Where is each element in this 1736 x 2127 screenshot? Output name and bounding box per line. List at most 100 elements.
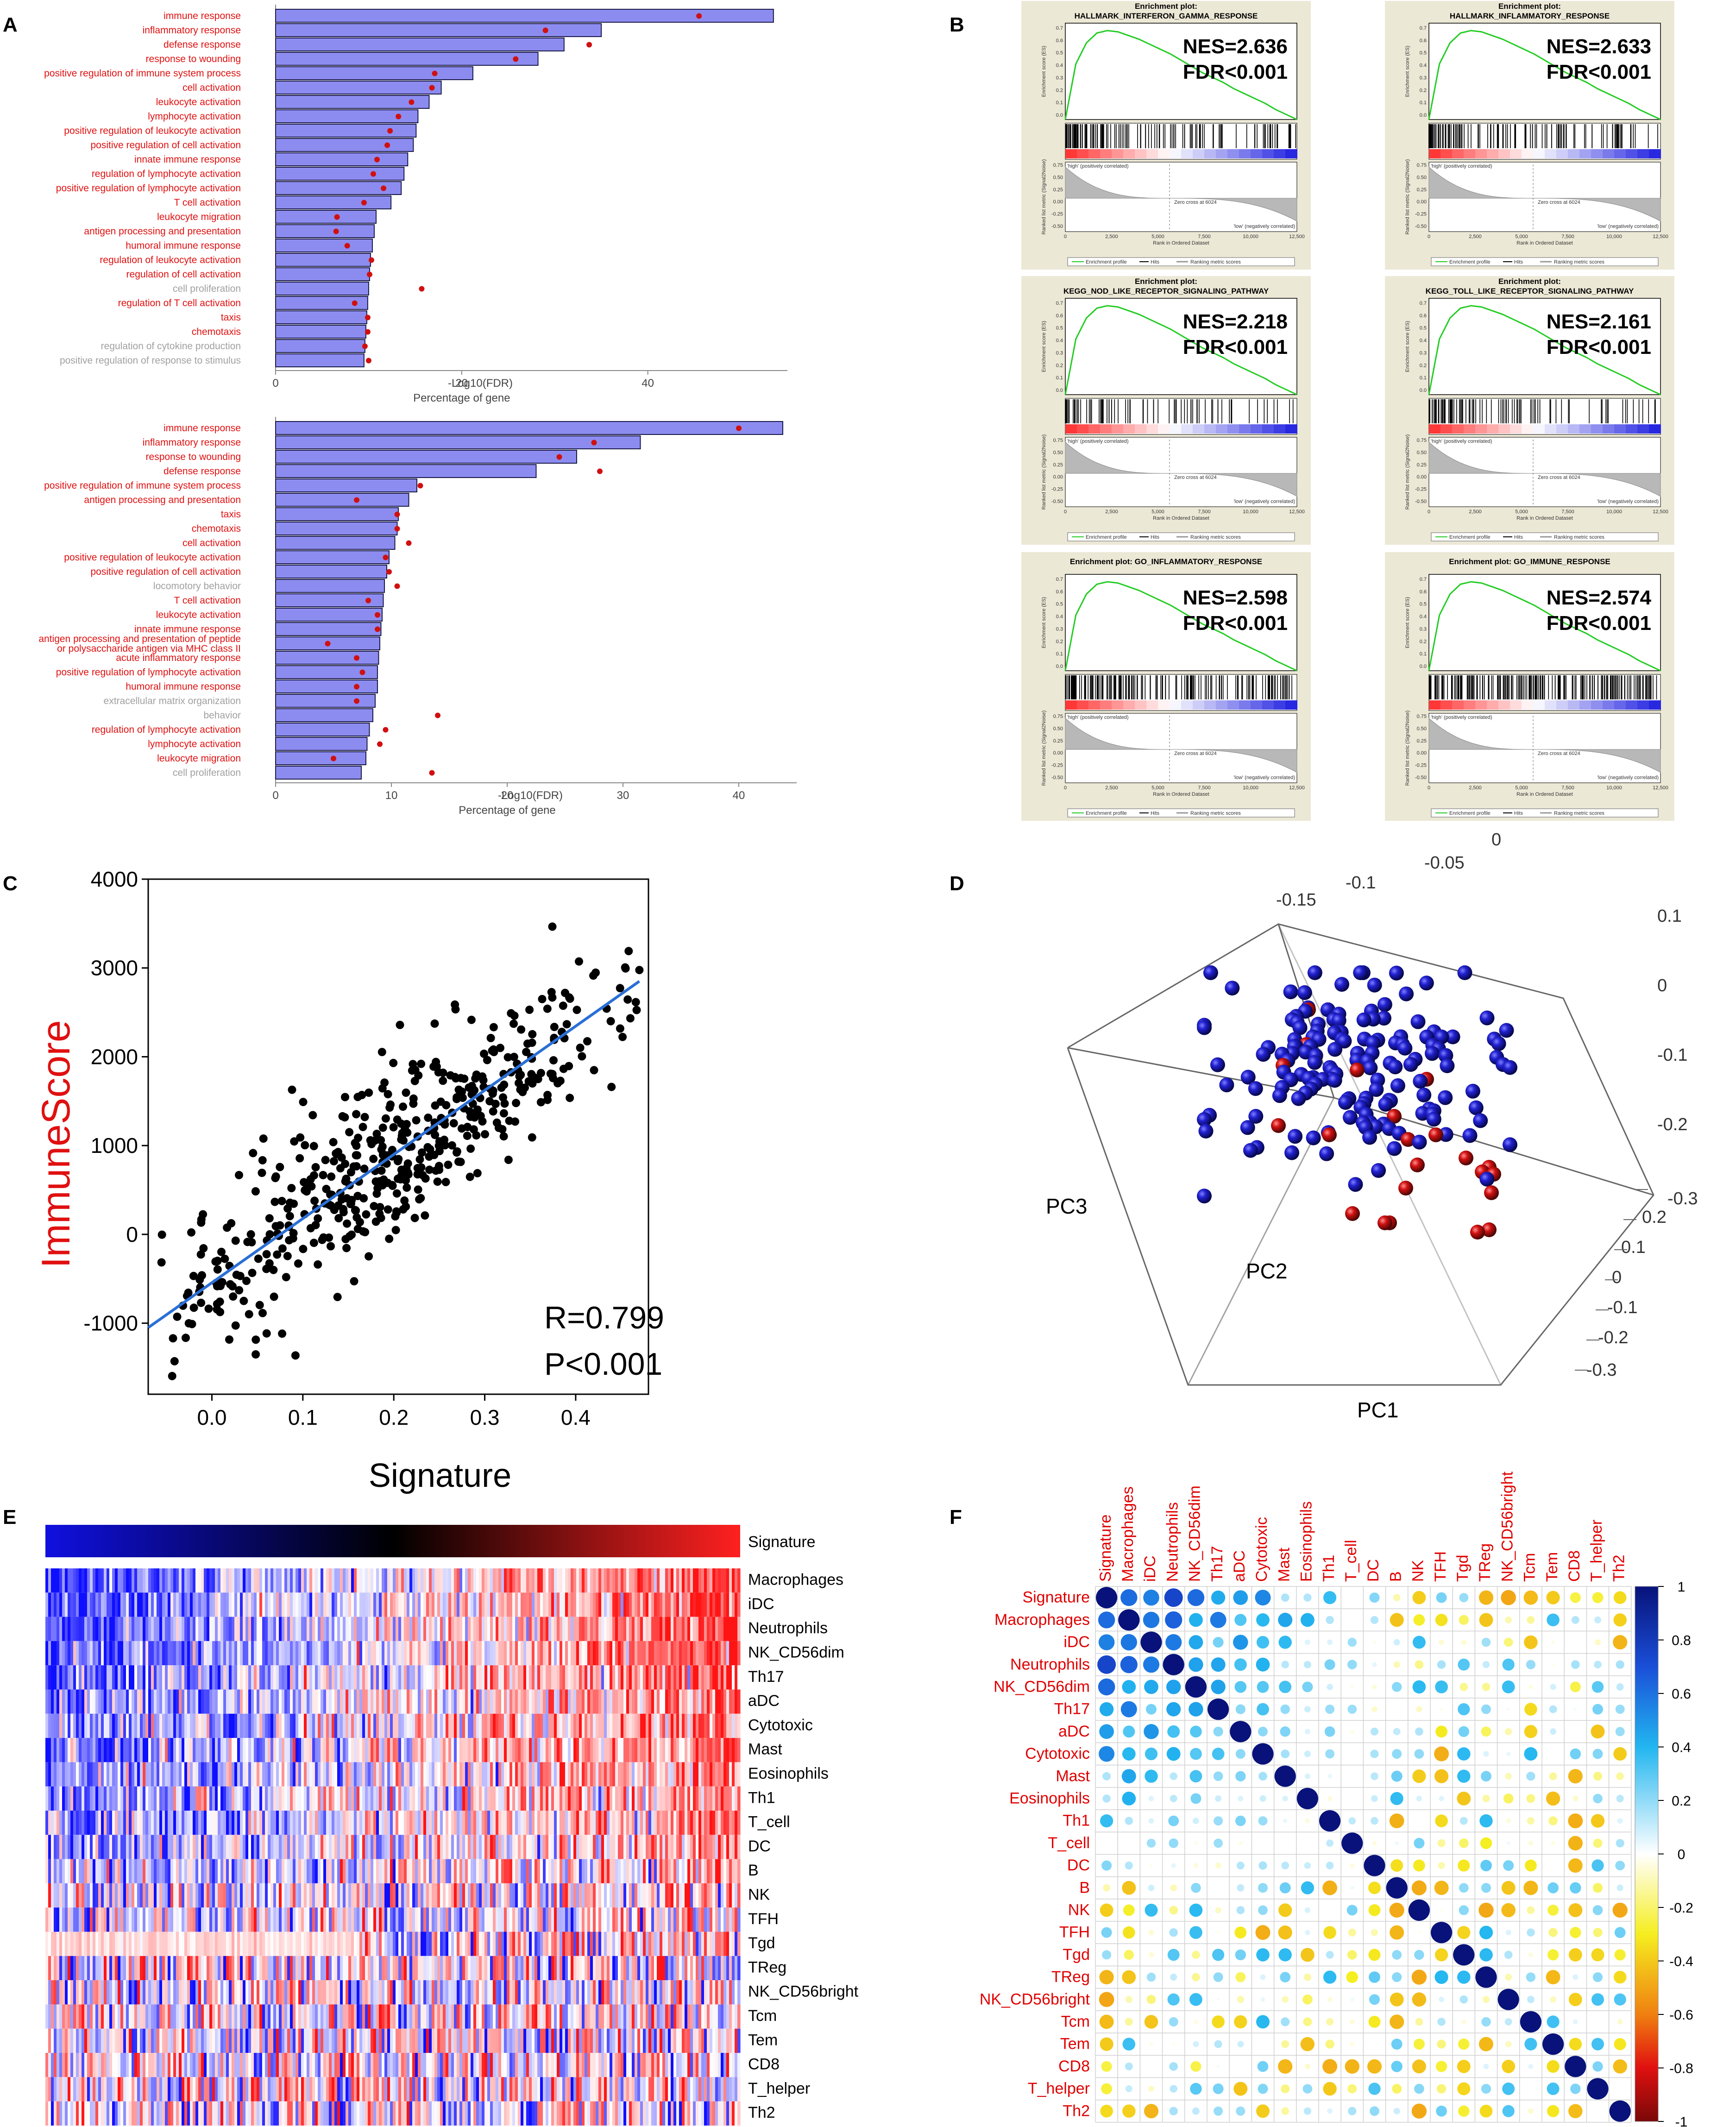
heatmap-cell xyxy=(237,1811,240,1835)
heatmap-cell xyxy=(198,1665,201,1690)
heatmap-cell xyxy=(79,1738,82,1762)
scatter-point xyxy=(631,998,640,1007)
pca-point xyxy=(1291,1091,1306,1106)
heatmap-cell xyxy=(418,1617,421,1641)
heatmap-cell xyxy=(273,1568,277,1593)
scatter-point xyxy=(388,1145,396,1154)
rank-color-segment xyxy=(1440,149,1453,158)
heatmap-cell xyxy=(118,1617,121,1641)
heatmap-cell xyxy=(621,1762,624,1787)
heatmap-cell xyxy=(637,1568,641,1593)
heatmap-cell xyxy=(168,1592,171,1617)
heatmap-cell xyxy=(407,1762,410,1787)
heatmap-cell xyxy=(95,1641,99,1666)
heatmap-cell xyxy=(190,1568,193,1593)
heatmap-cell xyxy=(668,1641,671,1666)
heatmap-cell xyxy=(118,1689,121,1714)
heatmap-cell xyxy=(204,1738,207,1762)
heatmap-cell xyxy=(398,1811,402,1835)
heatmap-cell xyxy=(307,1713,310,1738)
heatmap-cell xyxy=(362,1762,365,1787)
heatmap-cell xyxy=(557,1762,560,1787)
gsea-title: HALLMARK_INTERFERON_GAMMA_RESPONSE xyxy=(1075,12,1258,20)
heatmap-cell xyxy=(123,1617,126,1641)
heatmap-cell xyxy=(343,1762,346,1787)
scatter-point xyxy=(399,1102,407,1111)
legend-hits-label: Hits xyxy=(1151,259,1159,265)
heatmap-cell xyxy=(618,1811,621,1835)
heatmap-cell xyxy=(362,1738,365,1762)
heatmap-cell xyxy=(207,1811,210,1835)
heatmap-cell xyxy=(687,1689,691,1714)
pca-point xyxy=(1377,997,1392,1012)
heatmap-cell xyxy=(298,1713,302,1738)
heatmap-cell xyxy=(68,1835,71,1859)
rank-color-segment xyxy=(1274,149,1286,158)
heatmap-cell xyxy=(323,1665,327,1690)
heatmap-cell xyxy=(437,1665,440,1690)
heatmap-cell xyxy=(173,1762,176,1787)
heatmap-cell xyxy=(182,1762,185,1787)
heatmap-cell xyxy=(607,1592,610,1617)
heatmap-cell xyxy=(382,1641,385,1666)
pca-point xyxy=(1345,1206,1360,1221)
heatmap-cell xyxy=(437,1689,440,1714)
heatmap-cell xyxy=(179,1835,182,1859)
heatmap-cell xyxy=(143,1835,146,1859)
heatmap-cell xyxy=(607,1689,610,1714)
heatmap-cell xyxy=(151,1811,154,1835)
go-percent-dot xyxy=(365,358,371,364)
scatter-point xyxy=(512,1099,521,1108)
heatmap-cell xyxy=(59,1689,63,1714)
es-tick-label: 0.3 xyxy=(1420,350,1427,356)
heatmap-cell xyxy=(115,1786,118,1811)
heatmap-cell xyxy=(207,1738,210,1762)
go-tick-label: 40 xyxy=(733,789,745,802)
heatmap-cell xyxy=(484,1713,488,1738)
scatter-point xyxy=(392,1207,401,1216)
heatmap-cell xyxy=(207,1665,210,1690)
heatmap-cell xyxy=(715,1617,718,1641)
heatmap-cell xyxy=(182,1665,185,1690)
heatmap-cell xyxy=(573,1738,577,1762)
heatmap-cell xyxy=(543,1568,546,1593)
heatmap-cell xyxy=(707,1617,710,1641)
heatmap-cell xyxy=(182,1713,185,1738)
heatmap-cell xyxy=(248,1617,252,1641)
heatmap-cell xyxy=(523,1641,527,1666)
heatmap-cell xyxy=(396,1811,399,1835)
scatter-point xyxy=(247,1238,256,1246)
rank-color-segment xyxy=(1158,424,1170,434)
heatmap-cell xyxy=(287,1786,290,1811)
heatmap-cell xyxy=(571,1641,574,1666)
heatmap-cell xyxy=(562,1617,566,1641)
heatmap-cell xyxy=(87,1617,90,1641)
gsea-title: KEGG_NOD_LIKE_RECEPTOR_SIGNALING_PATHWAY xyxy=(1063,287,1269,296)
heatmap-cell xyxy=(543,1641,546,1666)
heatmap-cell xyxy=(557,1568,560,1593)
heatmap-cell xyxy=(204,1835,207,1859)
heatmap-cell xyxy=(307,1689,310,1714)
hits-barcode xyxy=(1428,124,1658,148)
heatmap-cell xyxy=(718,1568,721,1593)
heatmap-cell xyxy=(129,1689,132,1714)
heatmap-cell xyxy=(479,1689,482,1714)
heatmap-cell xyxy=(62,1665,65,1690)
scatter-point xyxy=(278,1329,287,1338)
heatmap-cell xyxy=(76,1738,79,1762)
heatmap-cell xyxy=(54,1738,57,1762)
heatmap-cell xyxy=(134,1762,138,1787)
heatmap-cell xyxy=(401,1641,404,1666)
heatmap-cell xyxy=(712,1762,716,1787)
heatmap-cell xyxy=(159,1811,163,1835)
rank-color-segment xyxy=(1556,700,1568,710)
heatmap-cell xyxy=(118,1568,121,1593)
heatmap-cell xyxy=(632,1689,635,1714)
heatmap-cell xyxy=(551,1786,554,1811)
heatmap-cell xyxy=(421,1617,424,1641)
go-percent-dot xyxy=(366,271,372,277)
heatmap-cell xyxy=(415,1762,418,1787)
heatmap-cell xyxy=(290,1641,293,1666)
heatmap-cell xyxy=(540,1568,543,1593)
